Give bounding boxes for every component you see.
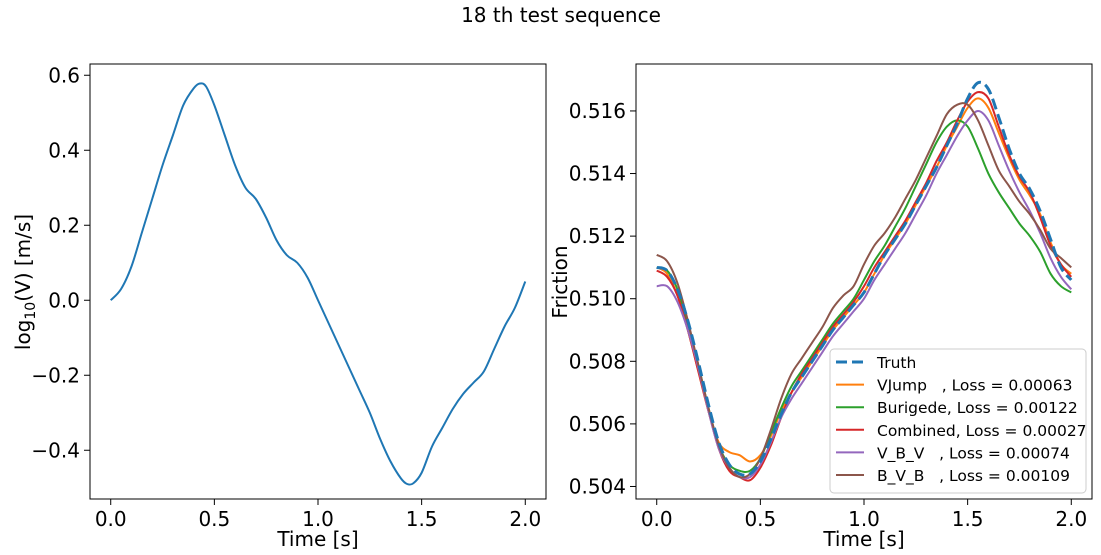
right-y-tick-label: 0.510 bbox=[569, 287, 626, 311]
right-x-tick-label: 1.0 bbox=[848, 507, 880, 531]
legend-label: Truth bbox=[876, 354, 916, 372]
legend-box bbox=[829, 348, 1087, 494]
left-x-tick-label: 2.0 bbox=[509, 507, 541, 531]
right-x-axis-label: Time [s] bbox=[822, 527, 904, 551]
left-y-tick-label: 0.0 bbox=[48, 288, 80, 312]
left-x-tick-label: 0.5 bbox=[198, 507, 230, 531]
left-y-axis-label: log10(V) [m/s] bbox=[11, 214, 39, 350]
right-y-tick-label: 0.508 bbox=[569, 349, 626, 373]
figure-title: 18 th test sequence bbox=[461, 3, 661, 27]
left-y-tick-label: 0.4 bbox=[48, 138, 80, 162]
left-series-line-0 bbox=[109, 82, 527, 486]
right-series-line-3 bbox=[656, 91, 1073, 482]
right-x-tick-label: 0.0 bbox=[641, 507, 673, 531]
left-x-ticks: 0.0 0.5 1.0 1.5 2.0 bbox=[95, 499, 541, 531]
left-x-tick-label: 1.5 bbox=[406, 507, 438, 531]
legend: Truth VJump , Loss = 0.00063 Burigede, Los… bbox=[829, 348, 1087, 494]
left-chart: 0.0 0.5 1.0 1.5 2.0 −0.4 −0.2 0.0 0.2 0.4 0.6 Tim… bbox=[11, 63, 547, 551]
right-x-tick-label: 2.0 bbox=[1055, 507, 1087, 531]
legend-label: Burigede, Loss = 0.00122 bbox=[877, 399, 1078, 417]
right-y-tick-label: 0.506 bbox=[569, 412, 626, 436]
legend-label: Combined, Loss = 0.00027 bbox=[877, 422, 1087, 440]
left-y-tick-label: 0.2 bbox=[48, 213, 80, 237]
left-x-tick-label: 0.0 bbox=[95, 507, 127, 531]
right-y-tick-label: 0.512 bbox=[569, 224, 626, 248]
right-y-ticks: 0.504 0.506 0.508 0.510 0.512 0.514 0.516 bbox=[569, 99, 636, 498]
right-y-tick-label: 0.504 bbox=[569, 474, 626, 498]
right-series-line-0 bbox=[656, 80, 1073, 477]
left-x-axis-label: Time [s] bbox=[276, 527, 358, 551]
right-y-axis-label: Friction bbox=[548, 245, 572, 318]
legend-label: B_V_B , Loss = 0.00109 bbox=[877, 467, 1070, 486]
left-y-tick-label: −0.2 bbox=[31, 363, 80, 387]
right-chart: 0.0 0.5 1.0 1.5 2.0 0.504 0.506 0.508 0.510 0.51… bbox=[548, 63, 1093, 551]
left-x-tick-label: 1.0 bbox=[302, 507, 334, 531]
right-x-ticks: 0.0 0.5 1.0 1.5 2.0 bbox=[641, 499, 1087, 531]
legend-label: VJump , Loss = 0.00063 bbox=[877, 377, 1073, 395]
legend-label: V_B_V , Loss = 0.00074 bbox=[877, 444, 1070, 463]
left-y-ticks: −0.4 −0.2 0.0 0.2 0.4 0.6 bbox=[31, 63, 90, 462]
left-y-tick-label: −0.4 bbox=[31, 438, 80, 462]
right-series-layer bbox=[656, 80, 1073, 482]
left-y-tick-label: 0.6 bbox=[48, 63, 80, 87]
left-series-layer bbox=[109, 82, 527, 486]
right-y-tick-label: 0.516 bbox=[569, 99, 626, 123]
right-series-line-5 bbox=[656, 102, 1072, 479]
right-x-tick-label: 0.5 bbox=[744, 507, 776, 531]
right-x-tick-label: 1.5 bbox=[952, 507, 984, 531]
right-y-tick-label: 0.514 bbox=[569, 162, 626, 186]
